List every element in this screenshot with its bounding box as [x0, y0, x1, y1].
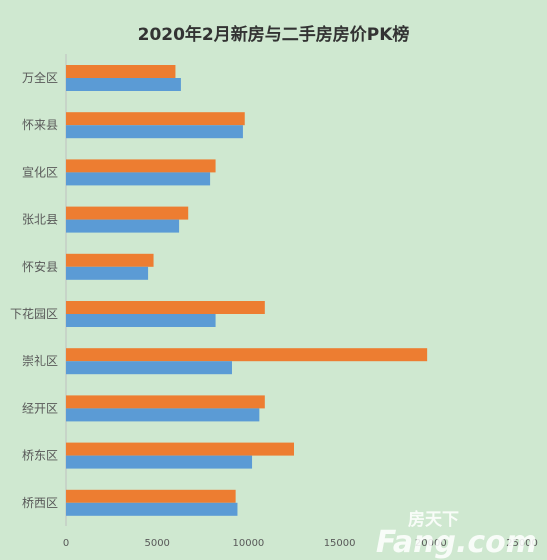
x-tick-label: 5000 [144, 538, 169, 549]
bar-series-2 [66, 314, 216, 327]
bar-series-2 [66, 125, 243, 139]
bar-series-1 [66, 489, 236, 503]
x-tick-label: 0 [63, 538, 69, 549]
bar-series-1 [66, 442, 294, 456]
bar-series-1 [66, 253, 154, 267]
x-tick-label: 25000 [506, 538, 538, 549]
category-label: 万全区 [22, 70, 58, 85]
bar-series-2 [66, 455, 253, 469]
bar-series-1 [66, 65, 176, 78]
bar-series-1 [66, 348, 428, 362]
bar-series-2 [66, 172, 211, 186]
category-label: 崇礼区 [22, 353, 58, 368]
bar-series-2 [66, 78, 181, 91]
bar-series-2 [66, 361, 232, 375]
bar-series-1 [66, 206, 189, 220]
bar-series-1 [66, 112, 245, 126]
x-tick-label: 15000 [324, 538, 356, 549]
bar-series-1 [66, 395, 265, 409]
category-label: 宣化区 [22, 164, 58, 179]
bar-series-1 [66, 301, 265, 314]
bar-series-2 [66, 408, 260, 422]
category-label: 怀来县 [22, 118, 58, 132]
category-label: 怀安县 [22, 259, 58, 274]
category-label: 桥西区 [22, 496, 58, 510]
category-label: 桥东区 [22, 449, 58, 463]
chart-title: 2020年2月新房与二手房房价PK榜 [137, 25, 410, 45]
x-tick-label: 10000 [232, 538, 264, 549]
bar-series-2 [66, 502, 238, 516]
bar-series-2 [66, 266, 149, 280]
x-tick-label: 20000 [415, 538, 447, 549]
category-label: 张北县 [22, 213, 58, 227]
category-label: 经开区 [22, 401, 58, 415]
bar-series-1 [66, 159, 216, 173]
category-label: 下花园区 [10, 306, 58, 321]
bar-series-2 [66, 219, 180, 233]
